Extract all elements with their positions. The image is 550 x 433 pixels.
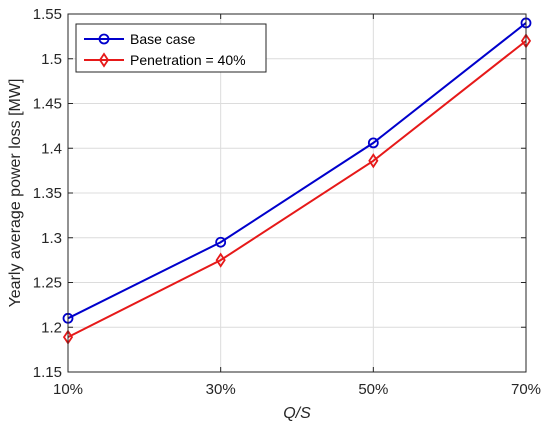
legend-marker-base-case: [98, 33, 110, 45]
y-axis-label: Yearly average power loss [MW]: [7, 79, 24, 308]
y-tick-label: 1.5: [41, 51, 62, 68]
x-tick-label: 50%: [358, 381, 388, 398]
legend-box: [75, 23, 267, 73]
y-tick-label: 1.2: [41, 319, 62, 336]
legend-label-base-case: Base case: [130, 31, 196, 47]
y-tick-label: 1.4: [41, 140, 62, 157]
series-line-base-case: [67, 22, 527, 320]
series-line-penetration-40: [67, 40, 527, 338]
legend: Base case Penetration = 40%: [75, 23, 267, 73]
y-tick-label: 1.35: [33, 185, 62, 202]
y-tick-label: 1.55: [33, 6, 62, 23]
x-tick-label: 10%: [53, 381, 83, 398]
data-point-base-case: [215, 236, 227, 248]
data-point-base-case: [367, 137, 379, 149]
y-tick-label: 1.25: [33, 275, 62, 292]
x-axis-label: Q/S: [283, 405, 311, 422]
legend-label-penetration: Penetration = 40%: [130, 52, 246, 68]
legend-marker-penetration: [98, 52, 110, 68]
data-point-penetration-40: [368, 153, 379, 169]
y-tick-label: 1.3: [41, 230, 62, 247]
y-axis-ticks: 1.15 1.2 1.25 1.3 1.35 1.4 1.45 1.5 1.55: [33, 6, 526, 381]
data-point-penetration-40: [215, 252, 226, 268]
x-tick-label: 30%: [206, 381, 236, 398]
x-axis-ticks: 10% 30% 50% 70%: [53, 14, 541, 398]
y-tick-label: 1.45: [33, 96, 62, 113]
y-tick-label: 1.15: [33, 364, 62, 381]
x-tick-label: 70%: [511, 381, 541, 398]
